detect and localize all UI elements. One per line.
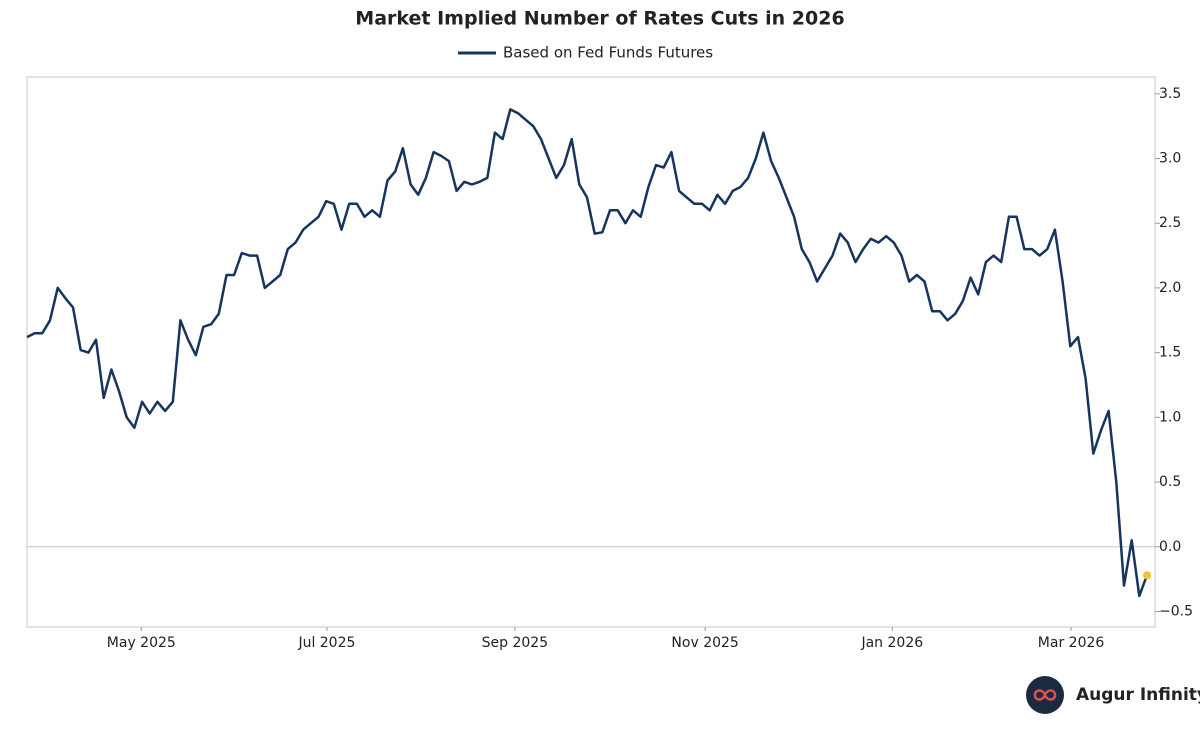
x-tick-label: Mar 2026 <box>1038 635 1105 651</box>
y-tick-label: 0.5 <box>1159 474 1181 490</box>
watermark: Augur Infinity <box>1076 685 1200 705</box>
x-tick-label: May 2025 <box>107 635 176 651</box>
x-tick-label: Jul 2025 <box>297 635 355 651</box>
x-tick-label: Nov 2025 <box>671 635 738 651</box>
x-tick-label: Sep 2025 <box>482 635 548 651</box>
y-tick-label: 1.5 <box>1159 345 1181 361</box>
y-tick-label: −0.5 <box>1159 603 1193 619</box>
y-tick-label: 2.0 <box>1159 280 1181 296</box>
y-tick-label: 0.0 <box>1159 539 1181 555</box>
y-tick-label: 2.5 <box>1159 215 1181 231</box>
last-point <box>1143 571 1151 580</box>
chart-title: Market Implied Number of Rates Cuts in 2… <box>355 8 844 30</box>
y-tick-label: 3.5 <box>1159 86 1181 102</box>
y-tick-label: 1.0 <box>1159 409 1181 425</box>
legend-label: Based on Fed Funds Futures <box>503 44 713 62</box>
logo: Augur Infinity <box>1026 676 1200 714</box>
y-tick-label: 3.0 <box>1159 151 1181 167</box>
plot-frame <box>26 76 1156 628</box>
line <box>26 108 1149 598</box>
x-tick-label: Jan 2026 <box>860 635 923 651</box>
logo-mark <box>1033 689 1057 701</box>
